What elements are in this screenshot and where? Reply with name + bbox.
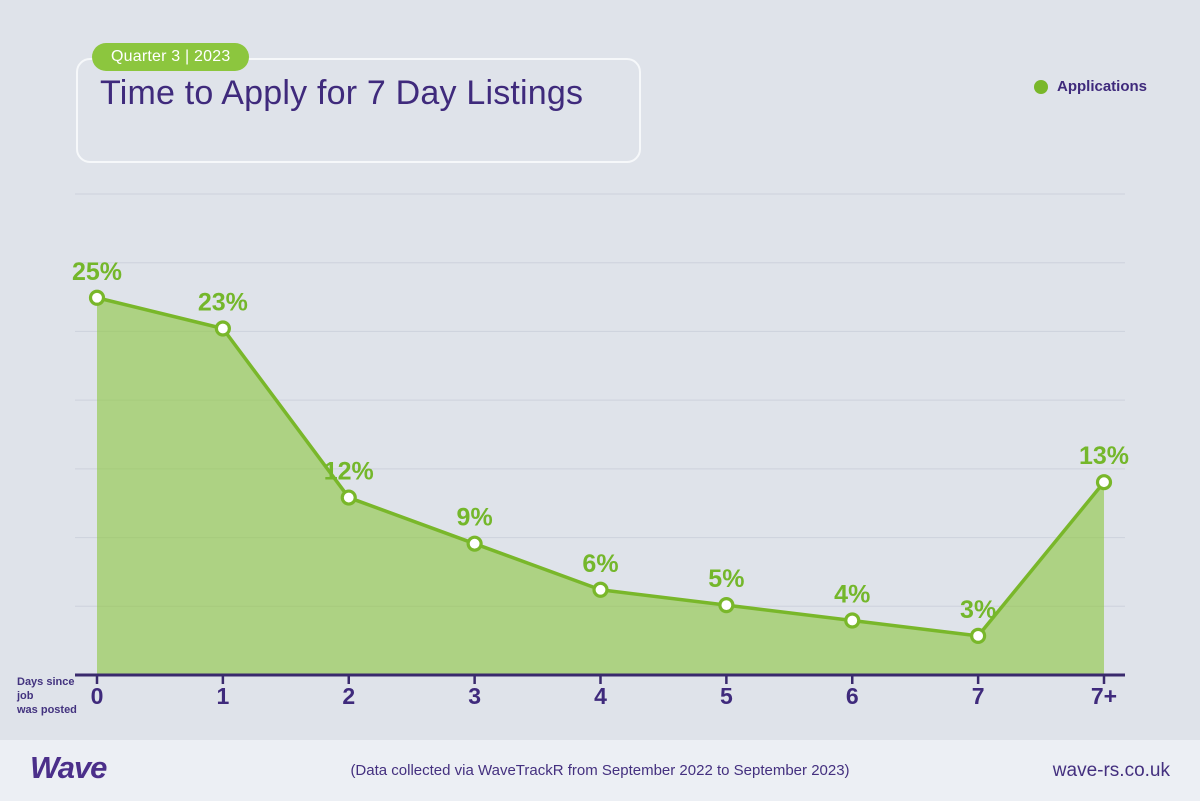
chart-title: Time to Apply for 7 Day Listings — [100, 74, 584, 112]
quarter-badge: Quarter 3 | 2023 — [92, 43, 250, 71]
data-point-label: 23% — [198, 288, 248, 316]
data-point-label: 9% — [457, 504, 493, 532]
x-axis-tick-label: 7 — [972, 683, 985, 709]
x-axis-tick-label: 5 — [720, 683, 733, 709]
data-point-label: 12% — [324, 458, 374, 486]
data-point — [844, 612, 861, 629]
website-link: wave-rs.co.uk — [1052, 760, 1170, 781]
data-point-label: 25% — [72, 258, 122, 286]
legend-dot-icon — [1034, 79, 1048, 94]
data-point-label: 5% — [708, 565, 744, 593]
wave-logo: Wave — [30, 750, 107, 785]
data-point — [718, 597, 735, 614]
data-point — [970, 627, 987, 644]
x-axis-tick-label: 4 — [594, 683, 607, 709]
data-point-label: 3% — [960, 596, 996, 624]
title-card: Quarter 3 | 2023 Time to Apply for 7 Day… — [76, 43, 641, 163]
data-point — [88, 289, 106, 306]
data-point-label: 4% — [834, 581, 870, 609]
data-point — [1095, 474, 1113, 491]
x-axis-title-line1: Days since job — [17, 676, 75, 702]
x-axis-tick-label: 7+ — [1091, 683, 1117, 709]
x-axis-tick-label: 6 — [846, 683, 859, 709]
legend: Applications — [1034, 78, 1147, 95]
data-point — [340, 489, 357, 506]
data-point — [592, 581, 609, 598]
x-axis-title-line2: was posted — [17, 704, 77, 716]
data-point — [214, 320, 231, 337]
data-point-label: 13% — [1079, 442, 1129, 470]
x-axis-tick-label: 0 — [91, 683, 104, 709]
x-axis-tick-label: 1 — [216, 683, 229, 709]
area-fill — [97, 297, 1104, 674]
x-axis-title: Days since job was posted — [17, 675, 81, 717]
data-point-label: 6% — [582, 550, 618, 578]
legend-label: Applications — [1057, 78, 1148, 95]
data-source-note: (Data collected via WaveTrackR from Sept… — [350, 762, 850, 779]
x-axis-tick-label: 3 — [468, 683, 481, 709]
data-point — [466, 535, 483, 552]
footer: Wave (Data collected via WaveTrackR from… — [0, 740, 1200, 801]
x-axis-tick-label: 2 — [342, 683, 355, 709]
